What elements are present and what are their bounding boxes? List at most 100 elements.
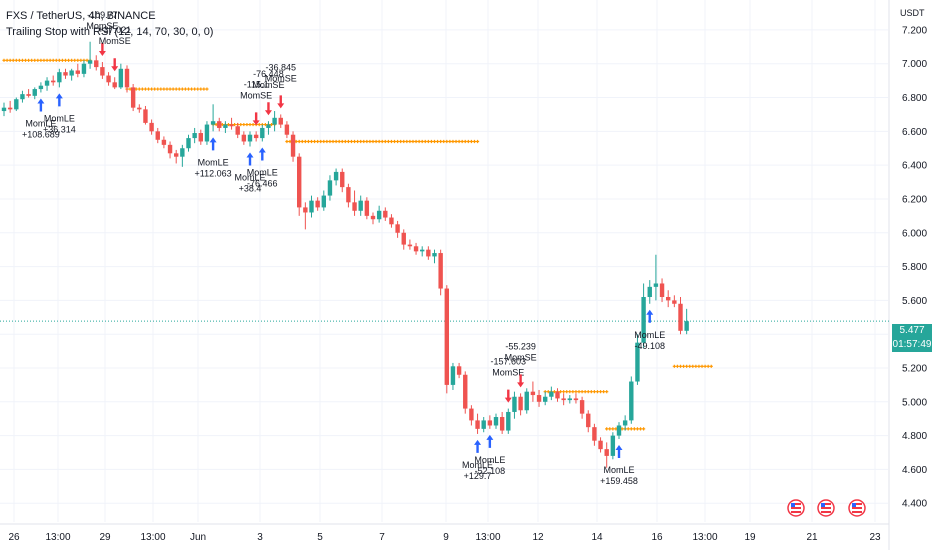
y-tick-label: 4.600 [902, 465, 927, 476]
x-tick-label: 21 [806, 532, 818, 543]
trailing-stop-mark [245, 122, 249, 127]
candle-body [450, 366, 456, 385]
y-tick-label: 7.000 [902, 59, 927, 70]
trailing-stop-mark [402, 139, 406, 144]
candle-body [549, 391, 554, 397]
trailing-stop-mark [577, 390, 581, 394]
candle-body [297, 156, 302, 208]
signal-label: +36.314 [43, 124, 76, 134]
trailing-stop-mark [356, 139, 360, 144]
trailing-stop-mark [423, 139, 427, 144]
trailing-stop-mark [5, 58, 9, 62]
candle-body [610, 435, 616, 456]
trailing-stop-mark [408, 139, 412, 144]
y-tick-label: 7.200 [902, 25, 927, 36]
candle-body [14, 99, 19, 110]
candle-body [198, 133, 203, 142]
trailing-stop-mark [583, 390, 587, 394]
candle-body [32, 89, 37, 96]
x-tick-label: 12 [532, 532, 544, 543]
candle-body [143, 109, 148, 123]
currency-label: USDT [900, 8, 925, 18]
trailing-stop-mark [202, 87, 206, 91]
trailing-stop-mark [85, 58, 89, 62]
candle-body [426, 249, 431, 257]
x-tick-label: Jun [190, 532, 206, 543]
trailing-stop-mark [165, 87, 169, 91]
x-tick-label: 13:00 [475, 532, 500, 543]
trailing-stop-mark [389, 139, 394, 144]
candle-body [223, 124, 228, 128]
candle-body [401, 232, 406, 245]
candle-body [315, 200, 320, 208]
trailing-stop-mark [39, 58, 43, 62]
signal-label: +37.021 [98, 25, 131, 35]
trailing-stop-mark [57, 58, 61, 62]
candle-body [186, 138, 191, 149]
candle-body [604, 449, 609, 456]
x-tick-label: 13:00 [692, 532, 717, 543]
trailing-stop-mark [374, 139, 378, 144]
signal-label: MomLE [198, 157, 229, 167]
candle-body [333, 171, 339, 181]
y-tick-label: 5.000 [902, 397, 927, 408]
candle-body [44, 80, 50, 86]
candle-body [340, 171, 345, 188]
trailing-stop-mark [193, 87, 197, 91]
trailing-stop-mark [632, 427, 636, 431]
long-entry-arrow [209, 137, 217, 151]
candle-body [407, 244, 413, 247]
indicator-title[interactable]: Trailing Stop with RSI (12, 14, 70, 30, … [6, 26, 214, 38]
candle-body [579, 400, 585, 414]
y-tick-label: 6.000 [902, 228, 927, 239]
trailing-stop-mark [405, 139, 409, 144]
short-entry-arrow [277, 95, 285, 109]
x-tick-label: 7 [379, 532, 385, 543]
signal-label: -109.77 [87, 10, 118, 20]
economic-event-icon[interactable] [848, 499, 866, 517]
candle-body [512, 396, 517, 412]
candle-body [38, 85, 44, 90]
trailing-stop-mark [568, 390, 572, 394]
trailing-stop-mark [199, 87, 203, 91]
trailing-stop-mark [14, 58, 18, 62]
trailing-stop-mark [445, 139, 449, 144]
candle-body [266, 124, 271, 128]
trailing-stop-mark [608, 427, 612, 431]
trailing-stop-mark [638, 427, 643, 431]
candle-body [536, 395, 542, 402]
x-tick-label: 13:00 [140, 532, 165, 543]
trailing-stop-mark [392, 139, 397, 144]
trailing-stop-mark [463, 139, 467, 144]
y-tick-label: 6.600 [902, 127, 927, 138]
trailing-stop-mark [23, 58, 28, 62]
economic-event-icon[interactable] [817, 499, 835, 517]
trailing-stop-mark [63, 58, 68, 62]
trailing-stop-mark [605, 390, 609, 394]
trailing-stop-mark [226, 122, 231, 127]
candle-body [420, 249, 425, 252]
short-entry-arrow [264, 102, 272, 116]
trailing-stop-mark [306, 139, 311, 144]
candle-body [87, 60, 93, 64]
candle-body [1, 107, 7, 112]
candle-body [180, 148, 185, 157]
candle-body [635, 342, 640, 382]
trailing-stop-mark [54, 58, 58, 62]
trailing-stop-mark [27, 58, 31, 62]
candle-body [94, 60, 99, 68]
candle-body [684, 321, 689, 331]
economic-event-icon[interactable] [787, 499, 805, 517]
candle-body [217, 121, 222, 128]
signal-label: MomLE [247, 167, 278, 177]
candle-body [69, 70, 74, 76]
trailing-stop-mark [352, 139, 357, 144]
candle-body [678, 303, 683, 331]
trailing-stop-mark [685, 364, 689, 368]
trailing-stop-mark [691, 364, 695, 368]
trailing-stop-mark [589, 390, 593, 394]
trailing-stop-mark [79, 58, 83, 62]
trailing-stop-mark [380, 139, 384, 144]
